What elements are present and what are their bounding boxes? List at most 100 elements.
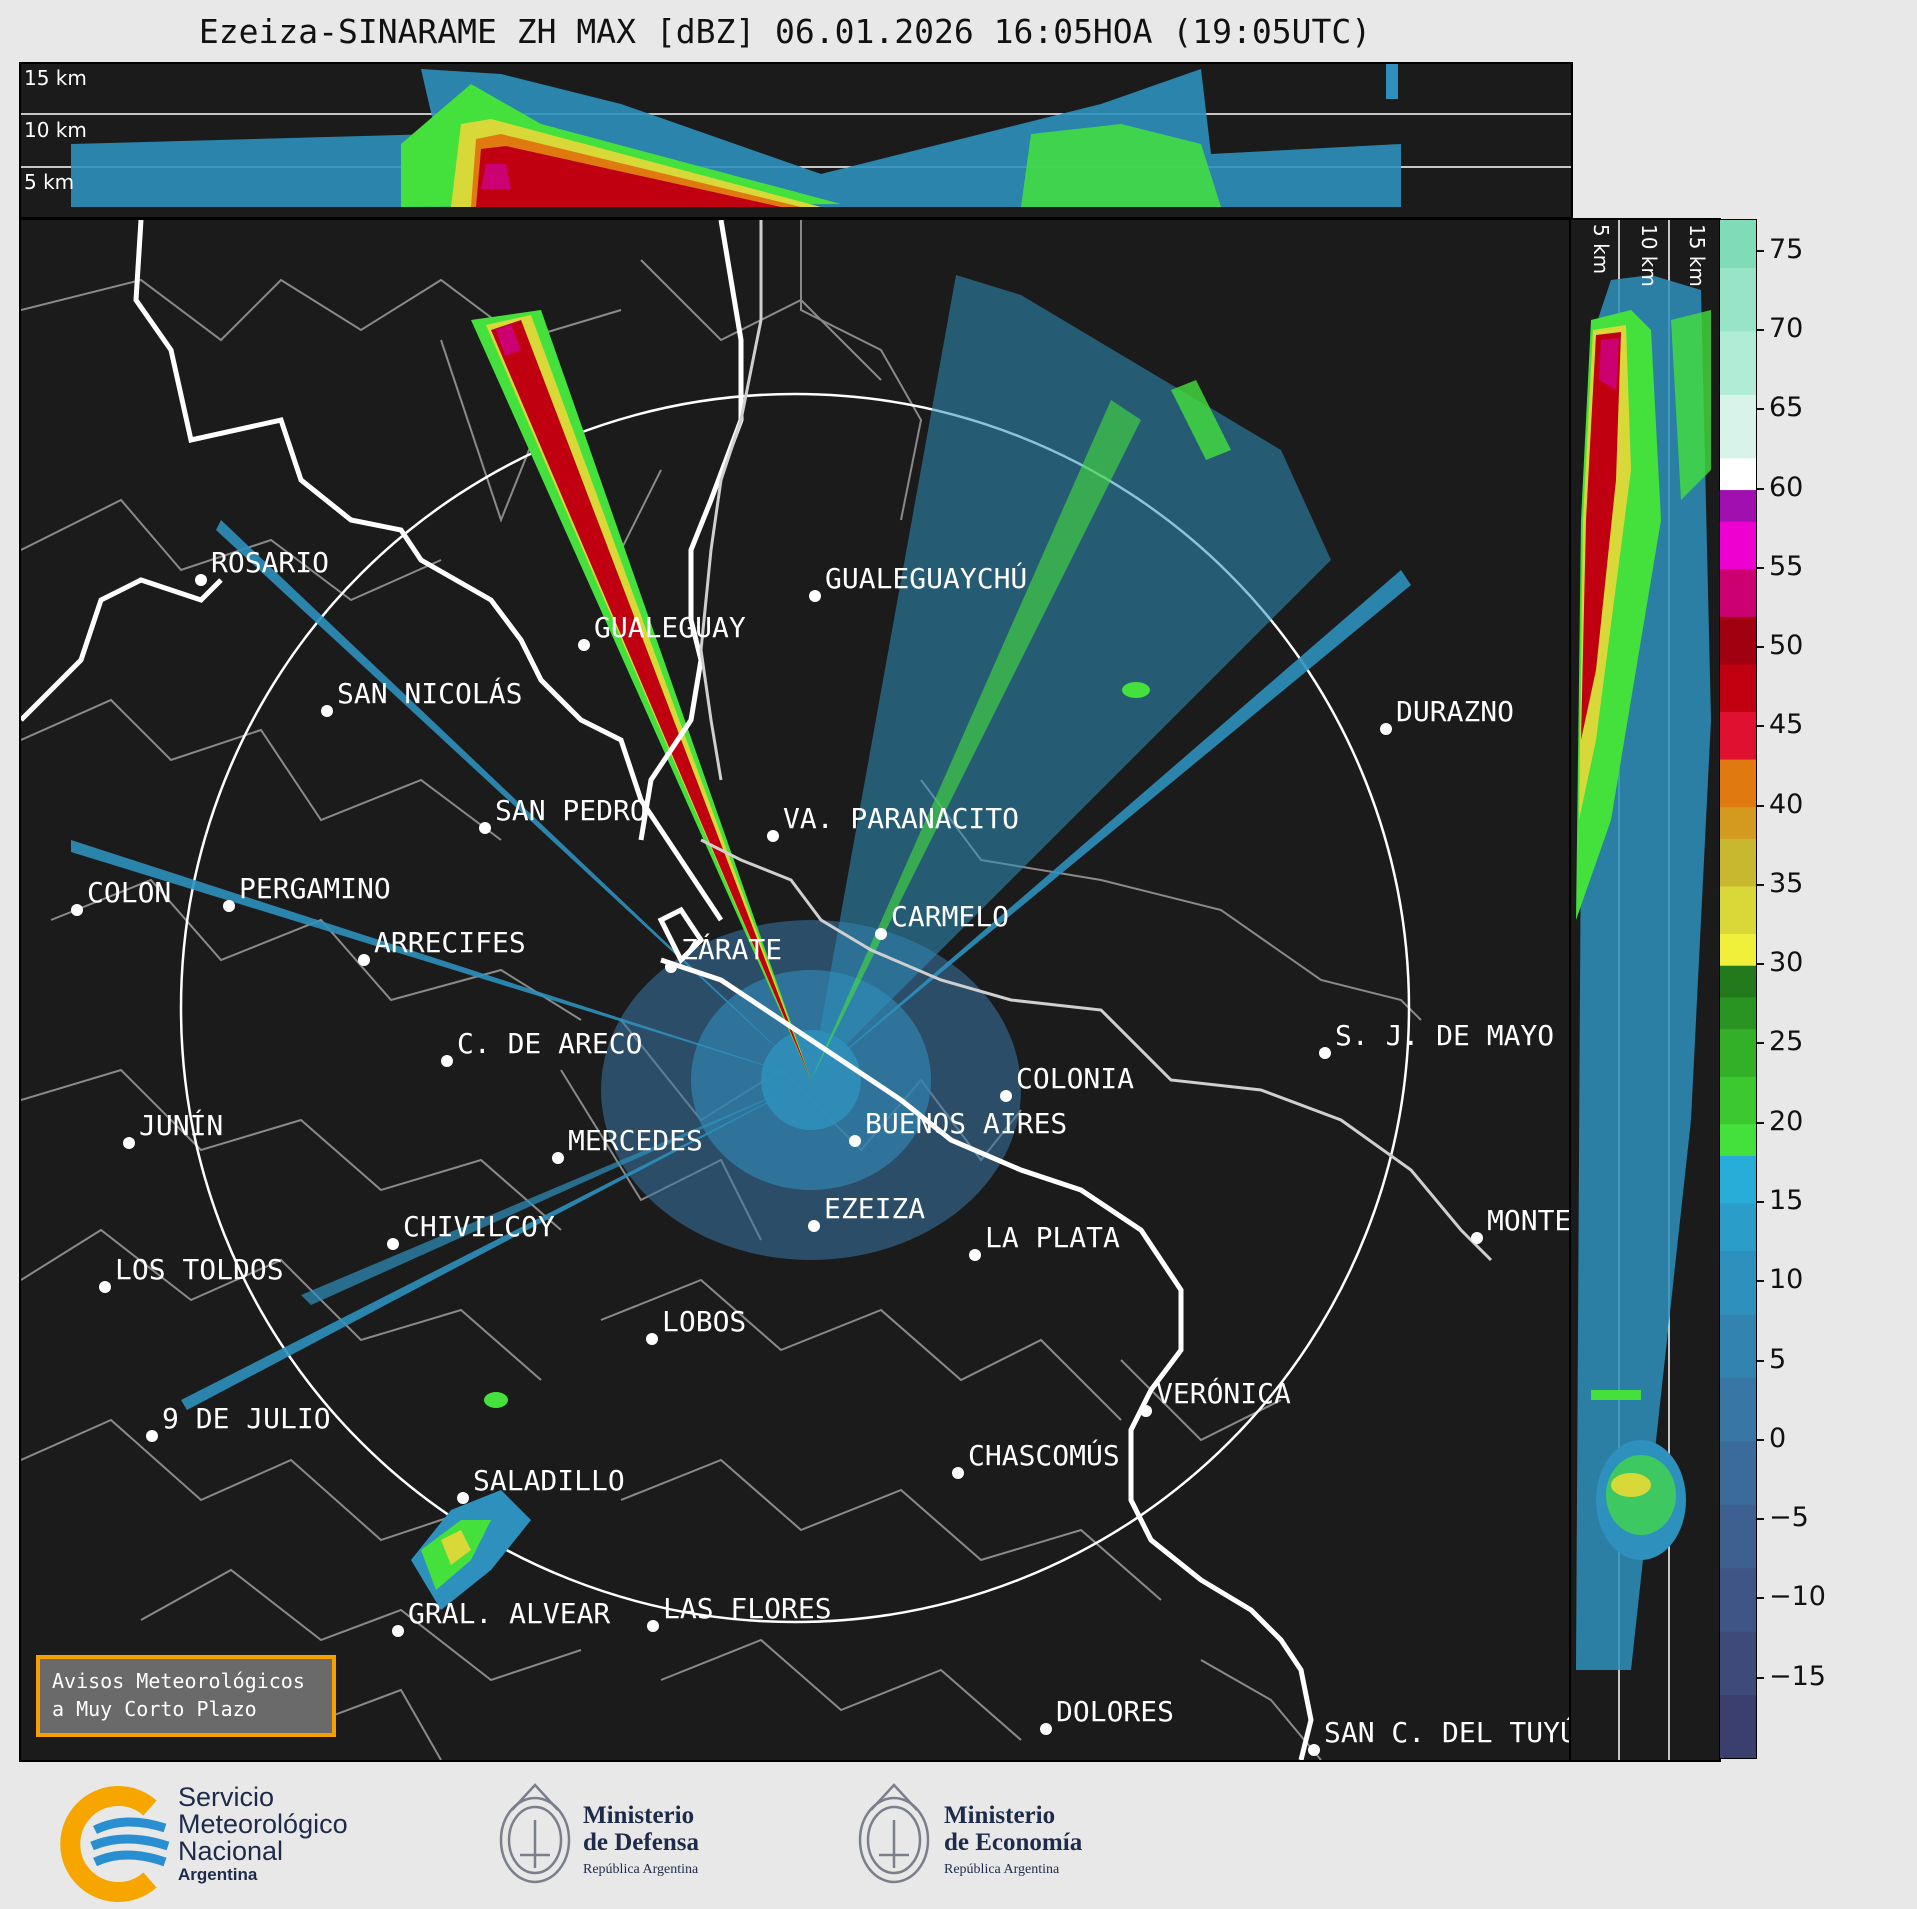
smn-line-4: Argentina — [178, 1865, 258, 1884]
city-label: MERCEDES — [568, 1124, 703, 1157]
colorbar-band — [1720, 885, 1756, 935]
city-dot — [1471, 1232, 1483, 1244]
colorbar-tick-label: −5 — [1769, 1502, 1809, 1534]
colorbar-tick-label: −10 — [1769, 1581, 1826, 1613]
colorbar-band — [1720, 1694, 1756, 1758]
city-label: LOBOS — [662, 1305, 747, 1338]
colorbar-tick-label: 10 — [1769, 1264, 1804, 1296]
colorbar-band — [1720, 1377, 1756, 1442]
colorbar-band — [1720, 220, 1756, 269]
colorbar-tick-label: 25 — [1769, 1026, 1804, 1058]
city-label: CHIVILCOY — [403, 1210, 555, 1243]
colorbar-band — [1720, 759, 1756, 808]
defensa-line-2: de Defensa — [583, 1829, 699, 1856]
city-label: VA. PARANACITO — [783, 802, 1020, 835]
city-dot — [1040, 1723, 1052, 1735]
defensa-line-3: República Argentina — [583, 1862, 699, 1877]
colorbar-band — [1720, 267, 1756, 332]
radar-map-panel: ROSARIO GUALEGUAYCHÚ GUALEGUAY SAN NICOLÁS D… — [19, 218, 1573, 1762]
radar-map — [21, 220, 1493, 1760]
city-dot — [767, 830, 779, 842]
avisos-box: Avisos Meteorológicos a Muy Corto Plazo — [36, 1655, 336, 1737]
city-dot — [441, 1055, 453, 1067]
colorbar-band — [1720, 933, 1756, 966]
colorbar-tick-label: 35 — [1769, 867, 1804, 899]
city-label: EZEIZA — [824, 1192, 926, 1225]
city-dot — [71, 904, 83, 916]
city-dot — [99, 1281, 111, 1293]
defensa-line-1: Ministerio — [583, 1802, 695, 1829]
city-label: CHASCOMÚS — [968, 1439, 1120, 1472]
colorbar-tick-label: −15 — [1769, 1660, 1826, 1692]
side-height-label-15: 15 km — [1685, 224, 1709, 287]
colorbar-band — [1720, 521, 1756, 570]
colorbar-band — [1720, 1155, 1756, 1204]
colorbar-band — [1720, 1250, 1756, 1315]
logo-graphics — [60, 1783, 930, 1902]
colorbar-tick-label: 75 — [1769, 233, 1804, 265]
colorbar-tick-label: 5 — [1769, 1343, 1787, 1375]
city-label: SAN C. DEL TUYÚ — [1324, 1716, 1573, 1749]
city-dot — [952, 1467, 964, 1479]
colorbar-bands — [1720, 220, 1756, 1758]
colorbar-band — [1720, 1567, 1756, 1632]
colorbar-band — [1720, 489, 1756, 522]
colorbar-band — [1720, 1631, 1756, 1696]
defensa-seal-icon — [499, 1783, 571, 1884]
city-dot — [392, 1625, 404, 1637]
chart-title: Ezeiza-SINARAME ZH MAX [dBZ] 06.01.2026 … — [198, 12, 1372, 51]
city-dot — [1308, 1744, 1320, 1756]
city-dot — [479, 822, 491, 834]
city-label: ARRECIFES — [374, 926, 526, 959]
top-cross-section-echoes — [21, 64, 1571, 207]
colorbar-band — [1720, 330, 1756, 395]
colorbar-band — [1720, 394, 1756, 459]
city-dot — [387, 1238, 399, 1250]
top-cross-section-panel: 15 km 10 km 5 km — [19, 62, 1573, 219]
city-label: GUALEGUAY — [594, 611, 746, 644]
city-label: JUNÍN — [139, 1109, 224, 1142]
colorbar-tick-label: 45 — [1769, 709, 1804, 741]
smn-line-3: Nacional — [178, 1836, 284, 1866]
city-label: PERGAMINO — [239, 872, 391, 905]
range-ring — [179, 392, 1411, 1624]
colorbar-tick-label: 50 — [1769, 630, 1804, 662]
city-dot — [1380, 723, 1392, 735]
top-height-label-15: 15 km — [24, 66, 87, 90]
economia-seal-icon — [858, 1783, 930, 1884]
city-label: MONTEVIDEO — [1487, 1204, 1572, 1237]
colorbar-band — [1720, 663, 1756, 713]
colorbar-band — [1720, 1440, 1756, 1505]
top-height-label-5: 5 km — [24, 170, 75, 194]
city-label: ROSARIO — [211, 546, 330, 579]
colorbar-band — [1720, 1504, 1756, 1569]
city-dot — [646, 1333, 658, 1345]
economia-line-3: República Argentina — [944, 1862, 1060, 1877]
colorbar-band — [1720, 1076, 1756, 1125]
colorbar-tick-label: 70 — [1769, 312, 1804, 344]
smn-line-2: Meteorológico — [178, 1809, 348, 1839]
colorbar-band — [1720, 568, 1756, 617]
city-label: ZÁRATE — [681, 933, 783, 966]
city-dot — [552, 1152, 564, 1164]
colorbar-band — [1720, 965, 1756, 998]
city-dot — [647, 1620, 659, 1632]
colorbar-band — [1720, 838, 1756, 887]
city-label: CARMELO — [891, 900, 1010, 933]
city-label: GRAL. ALVEAR — [408, 1597, 611, 1630]
city-label: SAN NICOLÁS — [337, 677, 523, 710]
footer-logos: Servicio Meteorológico Nacional Argentin… — [0, 1760, 1917, 1909]
side-cross-section-panel: 5 km 10 km 15 km — [1569, 218, 1721, 1762]
city-dot — [578, 639, 590, 651]
colorbar-tick-label: 65 — [1769, 392, 1804, 424]
city-dot — [1000, 1090, 1012, 1102]
city-label: COLON — [87, 876, 172, 909]
smn-logo-icon — [60, 1786, 170, 1902]
city-label: 9 DE JULIO — [162, 1402, 331, 1435]
city-dot — [665, 961, 677, 973]
city-dot — [1319, 1047, 1331, 1059]
city-label: S. J. DE MAYO — [1335, 1019, 1555, 1052]
city-dot — [809, 590, 821, 602]
smn-line-1: Servicio — [178, 1782, 275, 1812]
side-height-label-10: 10 km — [1637, 224, 1661, 287]
